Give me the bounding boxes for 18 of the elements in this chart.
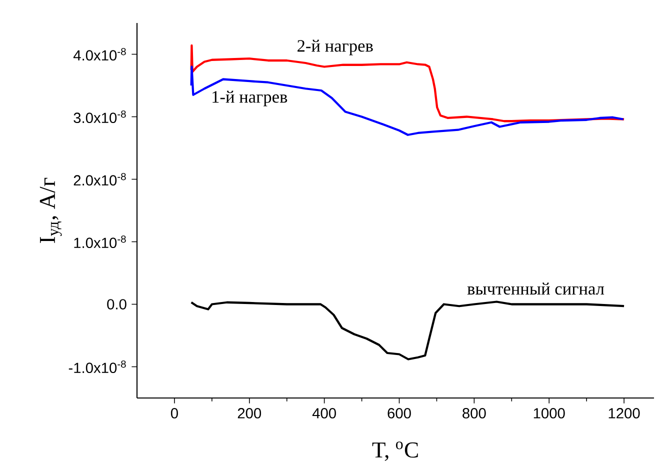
y-tick-label: 4.0x10$^{-8}$ xyxy=(73,48,126,61)
series-label: 2-й нагрев xyxy=(298,40,373,56)
y-tick-label: 1.0x10$^{-8}$ xyxy=(74,235,126,248)
series-label: 1-й нагрев xyxy=(212,90,288,106)
x-tick-label: 600 xyxy=(388,408,411,418)
y-tick-label: -1.0x10$^{-8}$ xyxy=(68,360,126,374)
x-tick-label: 1000 xyxy=(534,408,565,418)
x-tick-label: 400 xyxy=(312,408,336,418)
x-tick-label: 200 xyxy=(238,408,262,418)
x-axis-title: T, $^{o}$C xyxy=(372,442,418,461)
y-tick-label: 2.0x10$^{-8}$ xyxy=(74,172,126,186)
series-label: вычтенный сигнал xyxy=(467,282,604,295)
x-tick-label: 800 xyxy=(462,408,486,418)
x-tick-label: 0 xyxy=(170,408,178,418)
y-tick-label: 3.0x10$^{-8}$ xyxy=(74,110,126,124)
y-tick-label: 0.0 xyxy=(107,299,126,310)
x-tick-label: 1200 xyxy=(608,408,640,418)
y-axis-title: I$_{уд}$, А/г xyxy=(40,178,62,243)
